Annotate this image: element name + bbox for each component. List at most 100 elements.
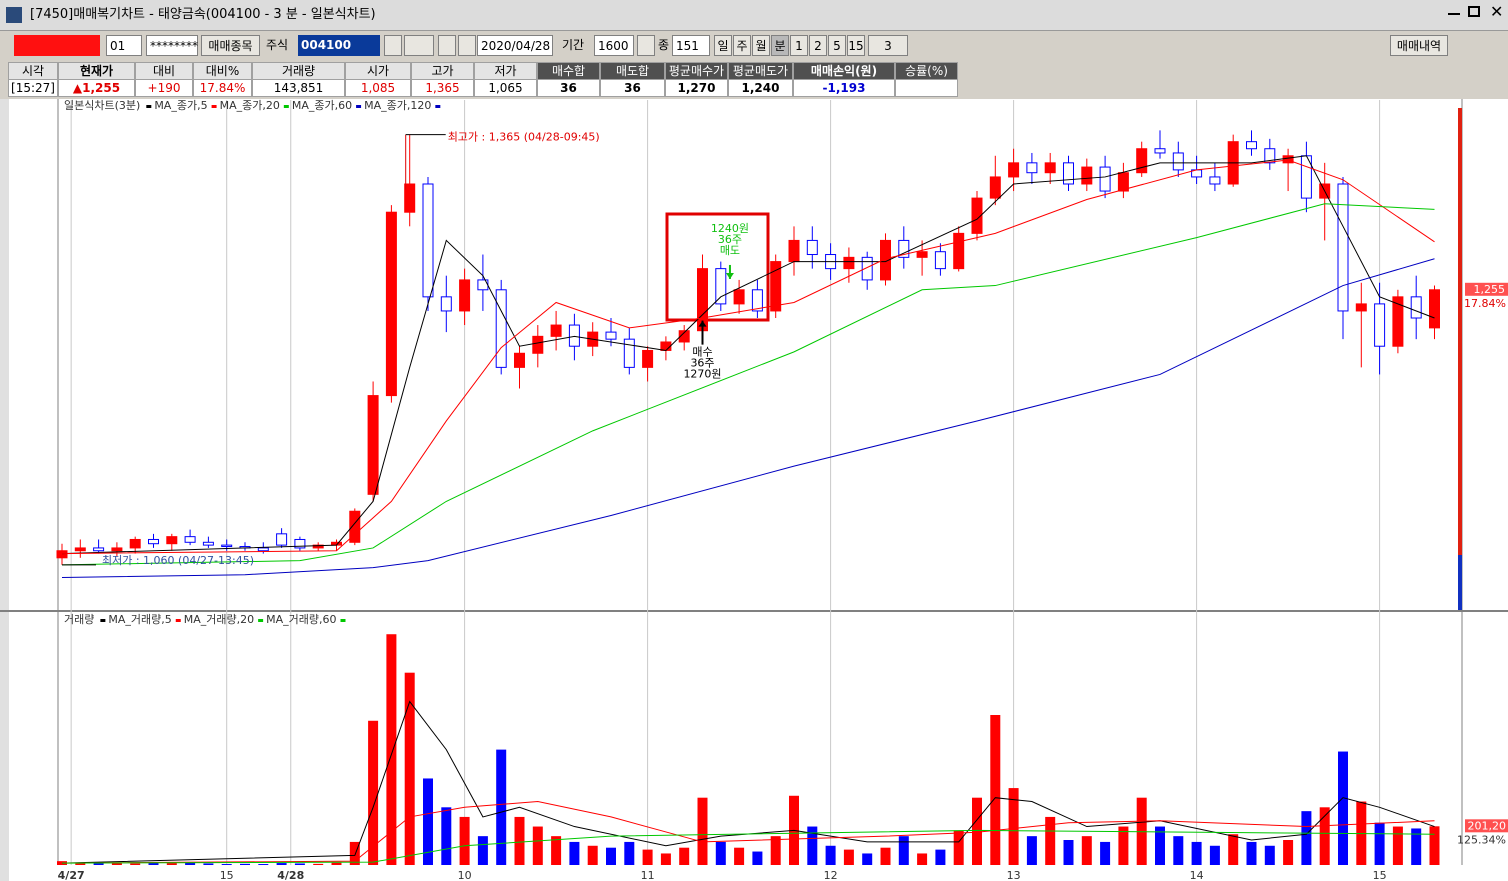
legend-entry: MA_종가,20 xyxy=(220,99,280,112)
candle-body xyxy=(770,261,782,312)
candle-body xyxy=(1044,162,1056,174)
candle-body xyxy=(715,268,727,305)
candle-body xyxy=(294,538,306,549)
x-tick-label: 10 xyxy=(458,869,472,881)
table-cell: 1,065 xyxy=(474,79,537,97)
interval-button[interactable]: 5 xyxy=(828,35,846,56)
candle-body xyxy=(74,547,86,552)
maximize[interactable] xyxy=(1468,6,1480,17)
change-label: 17.84% xyxy=(1464,297,1506,310)
legend-swatch xyxy=(175,619,181,622)
candle-body xyxy=(934,251,946,270)
volume-bar xyxy=(624,841,635,865)
table-cell xyxy=(895,79,958,97)
chart-bg xyxy=(0,99,1508,881)
period[interactable]: 1600 xyxy=(594,35,634,56)
stock-button[interactable]: 매매종목 xyxy=(201,35,260,56)
table-header: 고가 xyxy=(411,62,474,80)
candle-body xyxy=(806,239,818,256)
volume-bar xyxy=(368,720,379,865)
minimize[interactable] xyxy=(1448,13,1460,15)
volume-bar xyxy=(1100,841,1111,865)
volume-bar xyxy=(1374,822,1385,865)
trade-arrow-head xyxy=(725,272,734,279)
volume-bar xyxy=(93,862,104,865)
candle-body xyxy=(148,538,159,545)
candle-body xyxy=(1081,166,1093,185)
candle-body xyxy=(56,550,68,559)
x-tick-label: 4/27 xyxy=(58,869,85,881)
candle-body xyxy=(733,289,745,305)
account-select[interactable]: 01 xyxy=(106,35,142,56)
volume-bar xyxy=(606,847,616,865)
volume-bar xyxy=(294,863,305,865)
x-tick-label: 15 xyxy=(1373,869,1387,881)
volume-bar xyxy=(807,826,818,865)
password[interactable]: ******** xyxy=(146,35,198,56)
legend-swatch xyxy=(283,105,289,108)
volume-bar xyxy=(1155,826,1165,865)
x-tick-label: 14 xyxy=(1190,869,1204,881)
candle-body xyxy=(660,341,672,351)
candle-body xyxy=(367,395,379,495)
interval-button[interactable]: 3 xyxy=(868,35,908,56)
interval-button[interactable]: 1 xyxy=(790,35,808,56)
volume-bar xyxy=(240,863,250,865)
volume-bar xyxy=(1191,841,1202,865)
grid-icon[interactable] xyxy=(637,35,655,56)
interval-button[interactable]: 주 xyxy=(733,35,751,56)
candle-body xyxy=(1337,183,1349,312)
table-header: 시각 xyxy=(8,62,58,80)
candle-body xyxy=(1429,289,1440,329)
date[interactable]: 2020/04/28 xyxy=(477,35,553,56)
trade-arrow-head xyxy=(698,320,707,327)
table-header: 현재가 xyxy=(58,62,135,80)
candle-body xyxy=(843,256,855,270)
table-header: 매매손익(원) xyxy=(793,62,895,80)
interval-button[interactable]: 15 xyxy=(847,35,865,56)
prev[interactable] xyxy=(458,35,476,56)
volume-bar xyxy=(185,862,196,865)
search[interactable] xyxy=(384,35,402,56)
count[interactable]: 151 xyxy=(672,35,710,56)
volume-bar xyxy=(1209,845,1220,865)
candle-body xyxy=(385,211,397,397)
next[interactable] xyxy=(438,35,456,56)
volume-bar xyxy=(1118,826,1129,865)
interval-button[interactable]: 2 xyxy=(809,35,827,56)
interval-button[interactable]: 일 xyxy=(714,35,732,56)
volume-bar xyxy=(1063,840,1074,865)
volume-bar xyxy=(1246,841,1257,865)
table-header: 평균매수가 xyxy=(665,62,728,80)
table-cell: [15:27] xyxy=(8,79,58,97)
volume-bar xyxy=(258,864,269,865)
candle-body xyxy=(93,547,105,552)
history-button[interactable]: 매매내역 xyxy=(1390,35,1448,56)
candle-body xyxy=(568,324,580,347)
volume-bar xyxy=(166,863,177,865)
code-input[interactable]: 004100 xyxy=(298,35,380,56)
volume-bar xyxy=(825,845,836,865)
candle-body xyxy=(916,251,928,258)
candle-body xyxy=(989,176,1001,199)
sort[interactable] xyxy=(404,35,434,56)
summary-table: 시각 [15:27] 현재가 ▲1,255 대비 +190 대비% 17.84% 거래량 143,… xyxy=(0,62,960,98)
candle-body xyxy=(221,544,233,548)
volume-bar xyxy=(532,826,543,865)
candle-body xyxy=(1099,166,1111,192)
candle-body xyxy=(751,289,763,312)
volume-bar xyxy=(697,797,708,865)
volume-bar xyxy=(514,816,525,865)
volume-bar xyxy=(770,836,781,865)
close[interactable]: ✕ xyxy=(1490,2,1504,21)
legend-swatch xyxy=(258,619,264,622)
volume-bar xyxy=(203,863,214,865)
volume-bar xyxy=(1081,836,1092,865)
interval-button[interactable]: 월 xyxy=(752,35,770,56)
interval-button[interactable]: 분 xyxy=(771,35,789,56)
ma-line xyxy=(61,258,1435,579)
volume-bar xyxy=(404,672,415,865)
volume-bar xyxy=(880,847,891,865)
candle-body xyxy=(861,256,873,281)
candle-body xyxy=(440,296,452,312)
